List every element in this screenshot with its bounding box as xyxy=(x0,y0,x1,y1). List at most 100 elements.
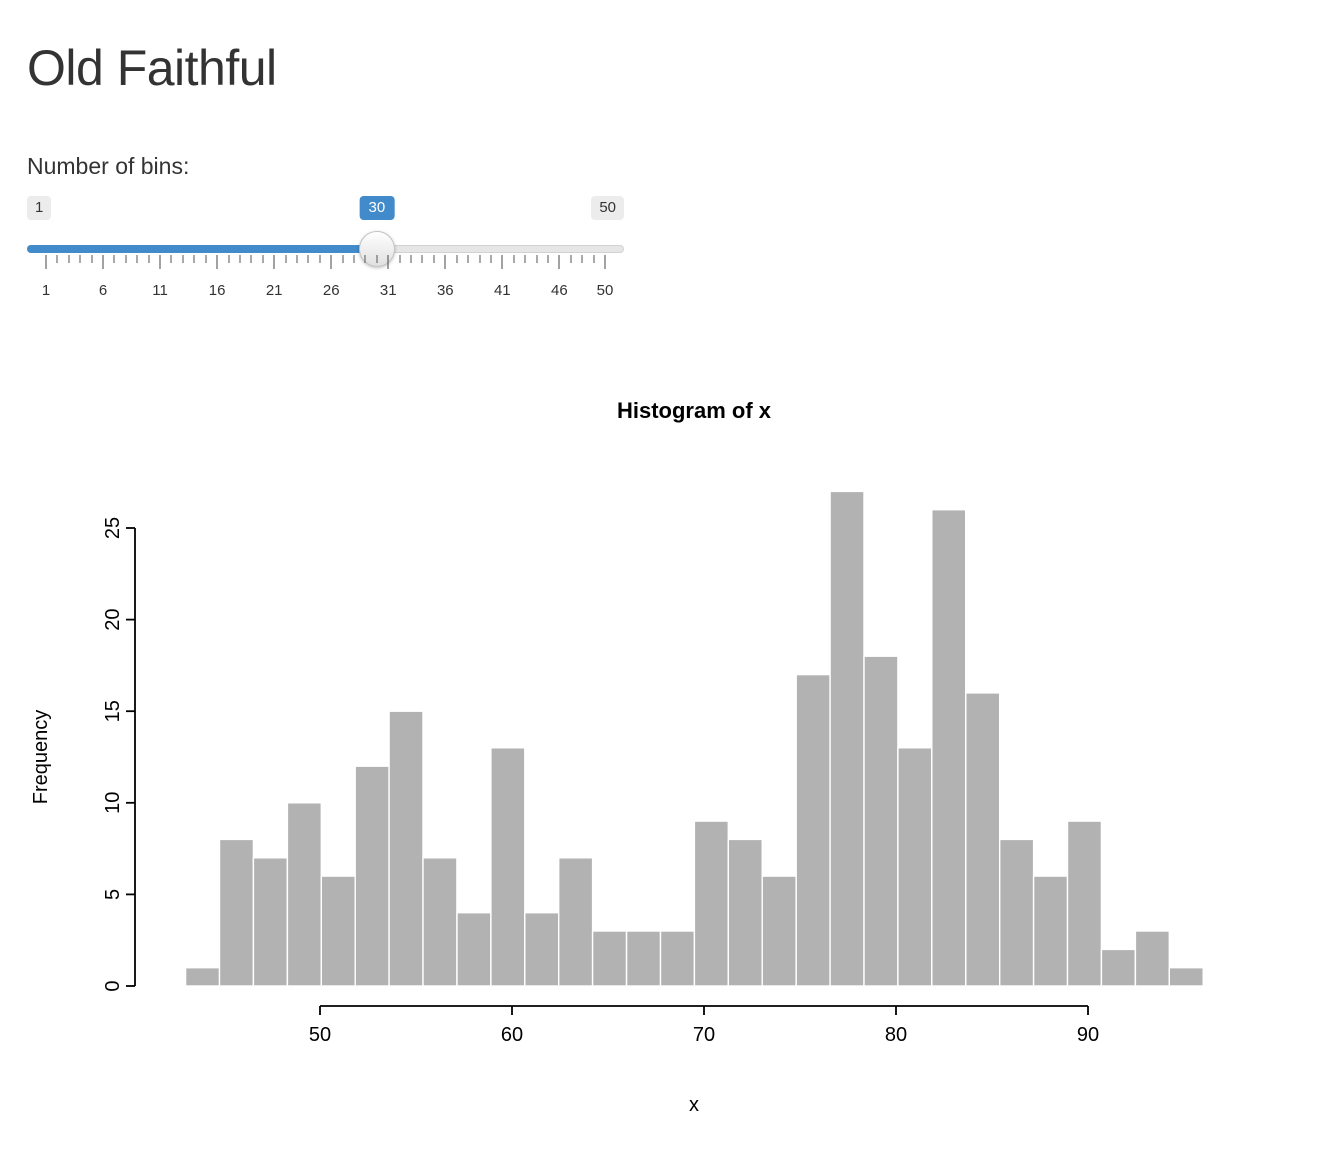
x-axis-tick-label: 60 xyxy=(501,1024,523,1046)
chart-title: Histogram of x xyxy=(617,398,772,423)
slider-minor-tick xyxy=(148,254,150,263)
slider-tick-label: 11 xyxy=(152,281,168,299)
slider-tick-label: 1 xyxy=(41,281,51,299)
slider-tick-label: 6 xyxy=(98,281,108,299)
slider-major-tick xyxy=(444,254,446,269)
slider-tick-label: 41 xyxy=(493,281,511,299)
hist-bar xyxy=(252,856,288,987)
hist-bar xyxy=(761,874,797,987)
hist-bar xyxy=(184,966,221,987)
y-axis-tick-label: 10 xyxy=(102,791,124,813)
hist-bar xyxy=(422,856,458,987)
hist-bar xyxy=(1168,966,1204,987)
x-axis-tick-label: 70 xyxy=(693,1024,715,1046)
slider-minor-tick xyxy=(79,254,81,263)
hist-bar xyxy=(558,856,594,987)
slider-major-tick xyxy=(330,254,332,269)
slider-minor-tick xyxy=(547,254,549,263)
slider-minor-tick xyxy=(410,254,412,263)
slider-minor-tick xyxy=(433,254,435,263)
slider-minor-tick xyxy=(490,254,492,263)
hist-bar xyxy=(965,691,1001,987)
slider-tick-label: 31 xyxy=(379,281,397,299)
slider-minor-tick xyxy=(250,254,252,263)
y-axis-tick-label: 0 xyxy=(102,980,124,991)
slider-minor-tick xyxy=(570,254,572,263)
slider-minor-tick xyxy=(456,254,458,263)
slider-major-tick xyxy=(501,254,503,269)
hist-bar xyxy=(863,655,899,987)
hist-bar xyxy=(1100,948,1137,987)
slider-minor-tick xyxy=(353,254,355,263)
bins-slider-label: Number of bins: xyxy=(27,152,190,179)
x-axis-tick-label: 80 xyxy=(885,1024,907,1046)
slider-minor-tick xyxy=(524,254,526,263)
hist-bar xyxy=(1134,929,1171,987)
hist-bar xyxy=(829,490,865,987)
slider-minor-tick xyxy=(91,254,93,263)
hist-bar xyxy=(524,911,560,987)
y-axis-tick-label: 25 xyxy=(102,516,124,538)
slider-minor-tick xyxy=(296,254,298,263)
slider-minor-tick xyxy=(399,254,401,263)
slider-major-tick xyxy=(387,254,389,269)
hist-bar xyxy=(218,838,255,987)
slider-minor-tick xyxy=(342,254,344,263)
slider-grid: 1 6 11 16 21 26 31 36 41 46 50 xyxy=(42,254,613,303)
slider-minor-tick xyxy=(136,254,138,263)
slider-max-badge: 50 xyxy=(591,195,624,220)
bins-control: Number of bins: 1 50 30 1 6 11 16 21 26 31 36 41… xyxy=(27,153,1326,306)
slider-min-badge: 1 xyxy=(27,195,52,220)
hist-bar xyxy=(354,765,390,987)
slider-minor-tick xyxy=(364,254,366,263)
slider-major-tick xyxy=(45,254,47,269)
slider-minor-tick xyxy=(421,254,423,263)
slider-tick-label: 36 xyxy=(436,281,454,299)
hist-bar xyxy=(388,710,424,987)
x-axis-tick-label: 90 xyxy=(1077,1024,1099,1046)
hist-bar xyxy=(999,838,1035,987)
y-axis-tick-label: 15 xyxy=(102,700,124,722)
slider-major-tick xyxy=(604,254,606,269)
slider-minor-tick xyxy=(193,254,195,263)
slider-minor-tick xyxy=(205,254,207,263)
slider-tick-label: 16 xyxy=(208,281,226,299)
slider-minor-tick xyxy=(513,254,515,263)
slider-minor-tick xyxy=(467,254,469,263)
slider-tick-label: 21 xyxy=(265,281,283,299)
hist-bar xyxy=(795,673,831,987)
slider-minor-tick xyxy=(239,254,241,263)
plot-output: 50 60 70 80 90 0 5 10 15 20 25 Histogram of x x Frequ… xyxy=(0,378,1326,1123)
slider-minor-tick xyxy=(581,254,583,263)
hist-bar xyxy=(320,874,356,987)
bins-slider[interactable]: 1 50 30 1 6 11 16 21 26 31 36 41 46 50 xyxy=(27,194,624,306)
slider-minor-tick xyxy=(536,254,538,263)
slider-minor-tick xyxy=(68,254,70,263)
slider-minor-tick xyxy=(113,254,115,263)
histogram-plot: 50 60 70 80 90 0 5 10 15 20 25 Histogram of x x Frequ… xyxy=(30,398,1204,1116)
app-title: Old Faithful xyxy=(27,40,277,96)
slider-tick-label: 50 xyxy=(596,281,614,299)
slider-major-tick xyxy=(273,254,275,269)
slider-minor-tick xyxy=(125,254,127,263)
y-axis-tick-label: 5 xyxy=(102,888,124,899)
slider-minor-tick xyxy=(479,254,480,263)
slider-major-tick xyxy=(102,254,104,269)
slider-tick-label: 26 xyxy=(322,281,340,299)
slider-major-tick xyxy=(159,254,161,269)
hist-bar xyxy=(897,746,933,987)
slider-handle[interactable] xyxy=(358,230,395,267)
hist-bar xyxy=(931,508,967,987)
hist-bar xyxy=(659,929,696,987)
hist-bar xyxy=(286,801,322,987)
hist-bar xyxy=(591,929,628,987)
hist-bar xyxy=(456,911,492,987)
slider-minor-tick xyxy=(56,254,58,263)
slider-minor-tick xyxy=(285,254,287,263)
slider-minor-tick xyxy=(182,254,184,263)
slider-major-tick xyxy=(558,254,560,269)
y-axis-tick-label: 20 xyxy=(102,608,124,630)
hist-bar xyxy=(727,838,763,987)
x-axis-label: x xyxy=(689,1094,699,1116)
